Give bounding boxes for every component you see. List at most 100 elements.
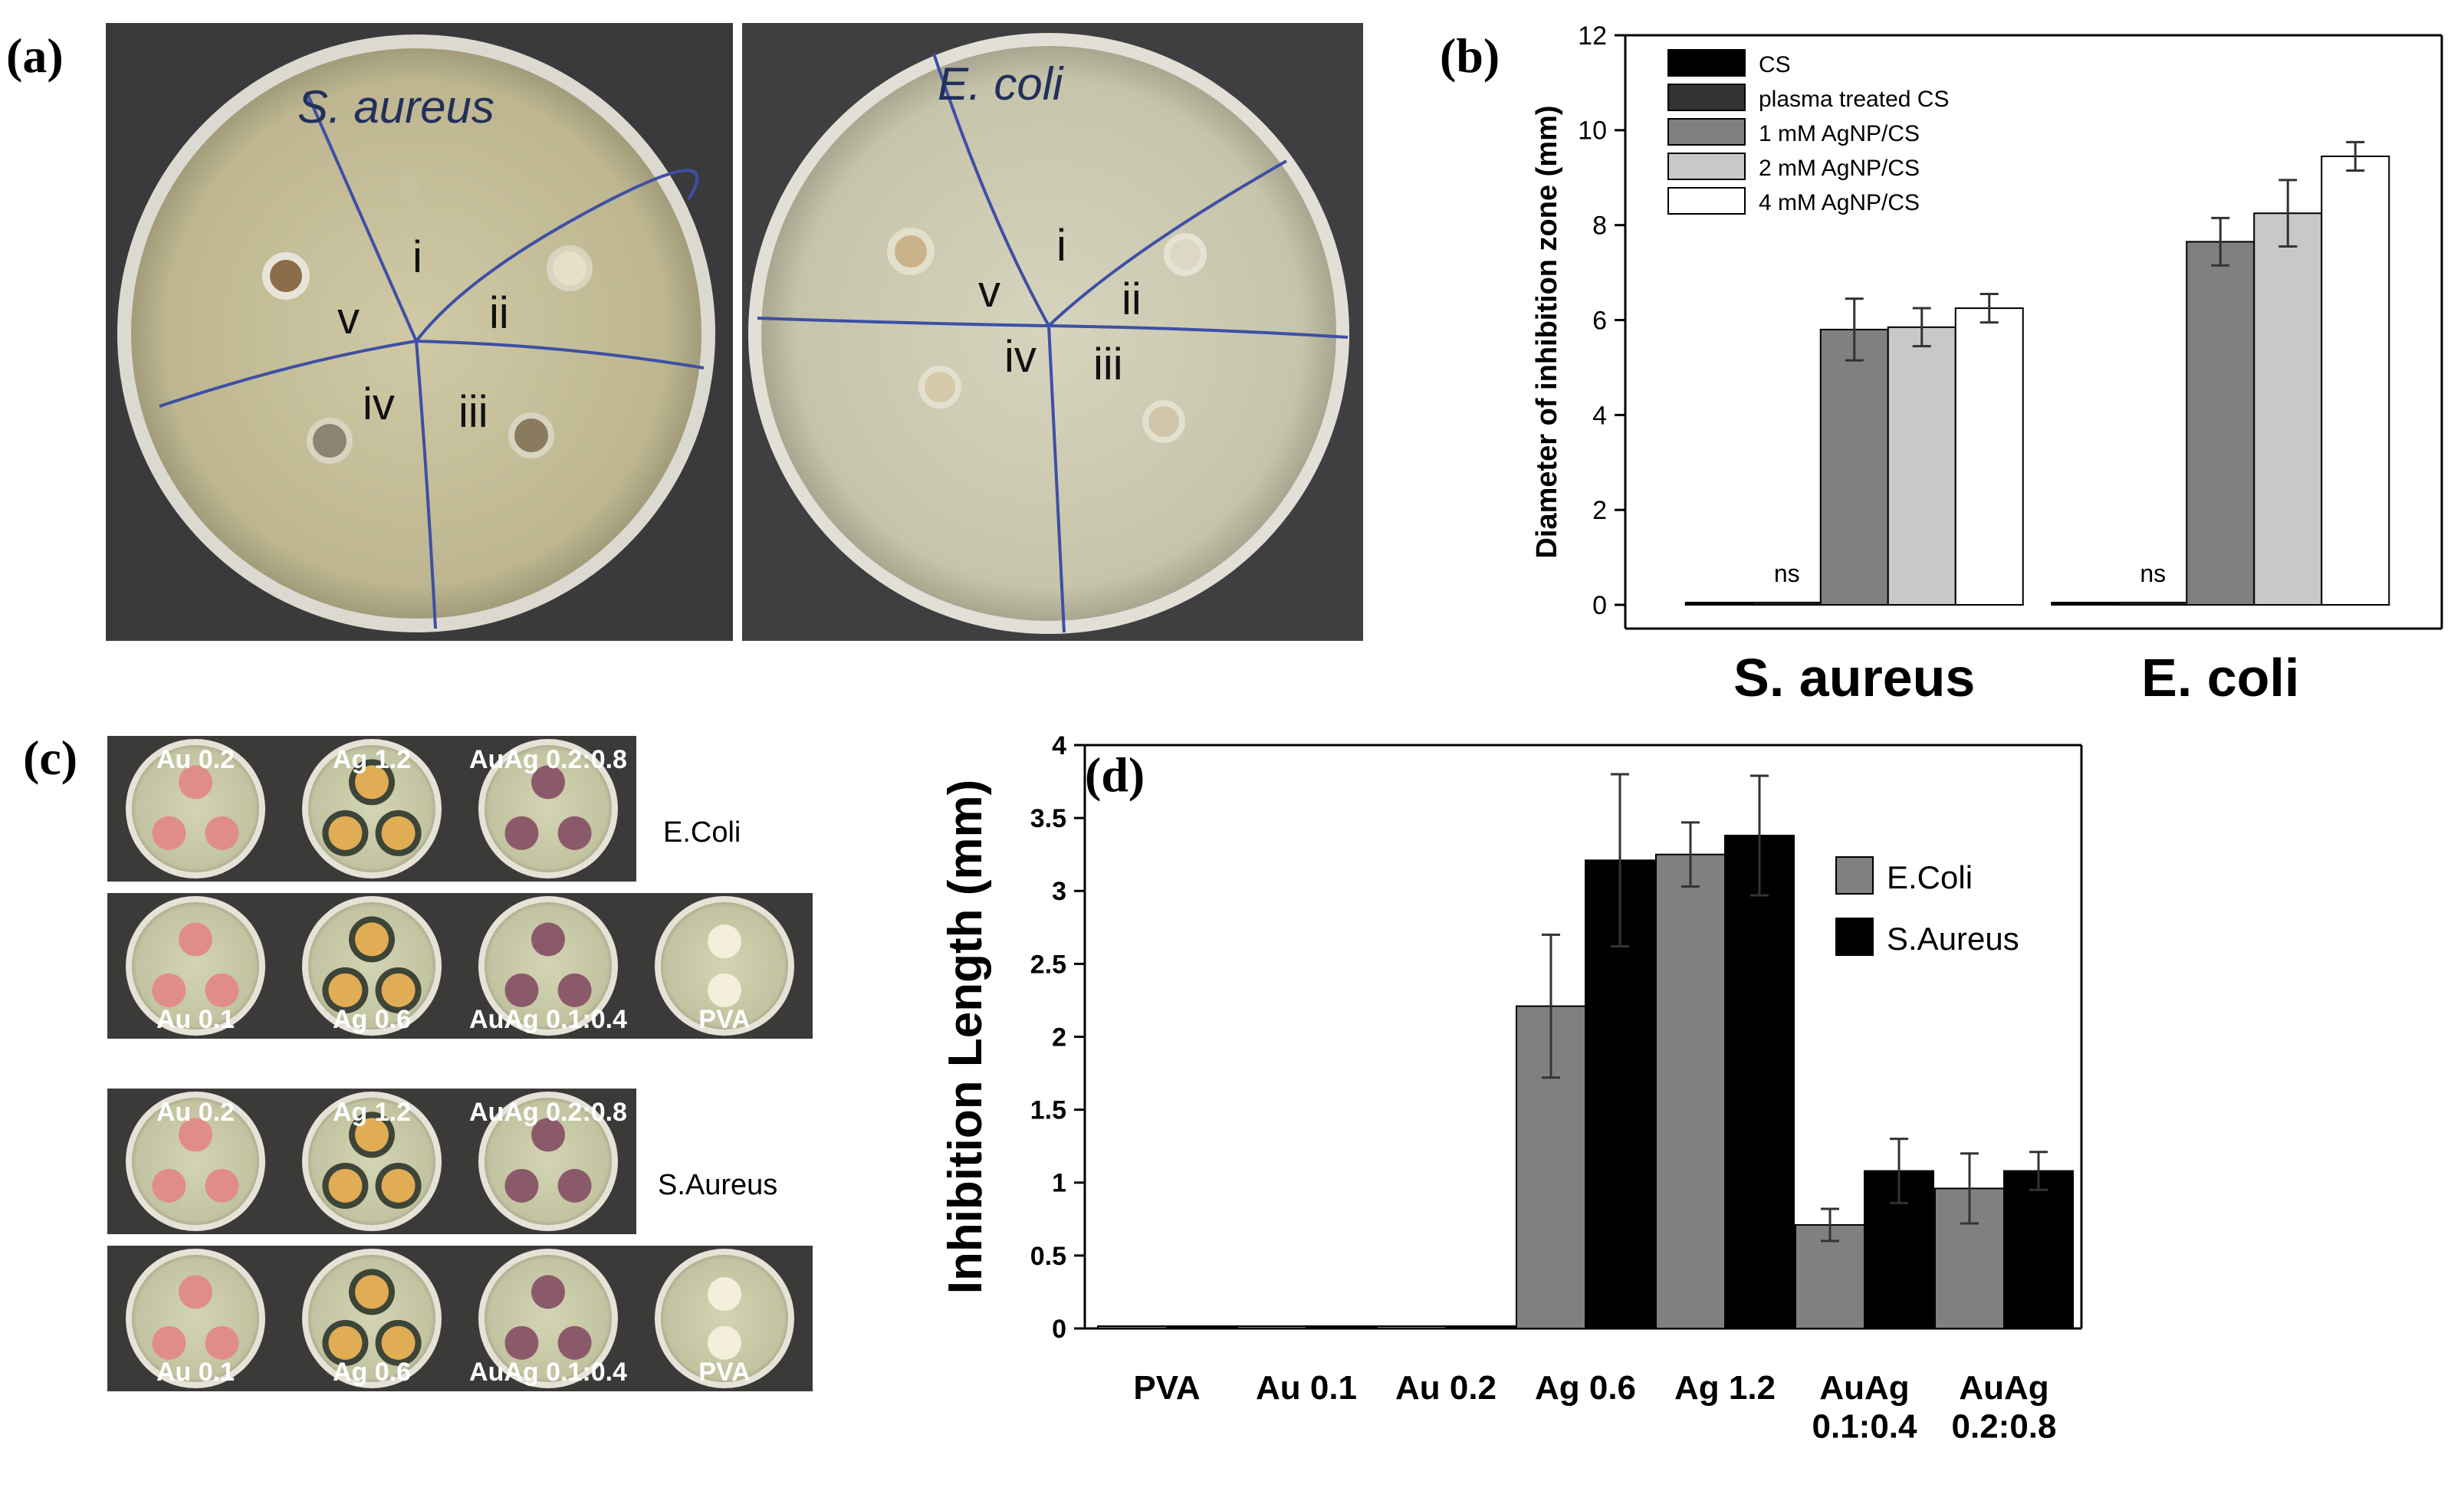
sample-disc	[179, 922, 212, 957]
bar	[1166, 1325, 1237, 1329]
y-tick-label: 1.5	[1030, 1096, 1066, 1125]
sample-disc	[504, 1168, 539, 1203]
plate-label: Ag 0.6	[333, 1358, 411, 1387]
sample-disc	[328, 1168, 363, 1203]
sample-disc	[262, 252, 310, 300]
sample-disc	[355, 765, 389, 800]
y-tick-label: 10	[1578, 117, 1607, 146]
sample-disc	[179, 1275, 212, 1309]
y-tick-label: 0.5	[1030, 1242, 1066, 1271]
bar	[1887, 326, 1956, 606]
panel-d: 0 0.5 1 1.5 2 2.5 3 3.5 4 Inhibition Length (mm) P…	[920, 721, 2147, 1499]
bar	[1445, 1325, 1516, 1329]
y-tick-label: 8	[1592, 212, 1607, 241]
panel-b: 0 2 4 6 8 10 12 Diameter of inhibition zone (mm…	[1526, 15, 2461, 708]
y-axis-label: Inhibition Length (mm)	[939, 780, 992, 1295]
y-tick-label: 3.5	[1030, 804, 1066, 833]
y-axis-label: Diameter of inhibition zone (mm)	[1531, 105, 1563, 558]
x-tick-label: PVA	[1133, 1369, 1200, 1407]
legend-label: plasma treated CS	[1759, 87, 1949, 112]
bar	[1752, 602, 1822, 606]
panel-label-c: (c)	[23, 731, 78, 785]
bar	[1724, 834, 1795, 1329]
legend-swatch	[1667, 84, 1746, 111]
sample-disc	[381, 973, 416, 1007]
divider-line	[1047, 325, 1066, 633]
legend-swatch	[1835, 856, 1874, 895]
plate-organism-label: S. aureus	[297, 81, 494, 133]
sample-disc	[504, 973, 539, 1007]
sample-disc	[708, 1325, 741, 1360]
bar	[2118, 602, 2188, 606]
sample-disc	[531, 765, 565, 800]
plate-label: AuAg 0.1:0.4	[469, 1005, 627, 1034]
sector-label: ii	[489, 288, 509, 338]
plate-label: PVA	[698, 1358, 750, 1387]
sample-disc	[504, 1325, 539, 1360]
x-tick-label: 0.1:0.4	[1812, 1408, 1918, 1446]
divider-line	[1048, 324, 1349, 339]
sample-disc	[398, 175, 419, 196]
ns-annotation: ns	[2140, 560, 2166, 587]
panel-a: S. aureus i ii iii iv v E. coli i ii iii…	[106, 23, 1363, 641]
x-tick-label: S. aureus	[1733, 648, 1975, 705]
sample-disc	[708, 973, 741, 1007]
legend-label: S.Aureus	[1887, 921, 2019, 957]
sample-disc	[355, 1118, 389, 1152]
sample-disc	[557, 1325, 592, 1360]
sample-disc	[918, 366, 961, 409]
legend-label: E.Coli	[1887, 859, 1973, 895]
sector-label: iii	[1093, 340, 1123, 389]
sample-disc	[381, 1168, 416, 1203]
legend-swatch	[1667, 118, 1746, 146]
sample-disc	[708, 924, 741, 959]
sample-disc	[887, 228, 935, 275]
sample-disc	[205, 1168, 239, 1203]
chart-b: 0 2 4 6 8 10 12 Diameter of inhibition zone (mm…	[1531, 21, 2443, 708]
bar	[2321, 155, 2390, 606]
y-tick-label: 3	[1052, 877, 1066, 906]
organism-label: E.Coli	[663, 816, 741, 849]
divider-line	[416, 340, 705, 369]
plate-label: Au 0.1	[156, 1005, 235, 1034]
sample-disc	[355, 1275, 389, 1309]
divider-line	[757, 317, 1050, 327]
sample-disc	[328, 973, 363, 1007]
x-tick-label: E. coli	[2141, 648, 2299, 705]
sample-disc	[152, 1325, 186, 1360]
sector-label: i	[412, 232, 422, 282]
y-tick-label: 4	[1052, 731, 1066, 760]
sector-label: i	[1056, 221, 1066, 271]
panel-label-d: (d)	[1085, 747, 1145, 802]
sample-disc	[205, 1325, 239, 1360]
sample-disc	[381, 816, 416, 850]
sector-label: ii	[1122, 274, 1142, 324]
bar	[2051, 602, 2121, 606]
y-tick-label: 4	[1592, 401, 1607, 430]
panel-c-photos: Au 0.2 Ag 1.2 AuAg 0.2:0.8 Au 0.1 Ag 0.6 AuAg…	[107, 736, 813, 1391]
y-tick-label: 2	[1592, 496, 1607, 525]
plate-label: Au 0.1	[156, 1358, 235, 1387]
x-tick-label: AuAg	[1959, 1369, 2048, 1407]
legend-swatch	[1835, 918, 1874, 956]
y-tick-label: 0	[1052, 1315, 1066, 1344]
y-tick-label: 12	[1578, 21, 1607, 51]
sample-disc	[205, 816, 239, 850]
sector-label: v	[337, 294, 360, 343]
plate-label: Au 0.2	[156, 1098, 235, 1127]
sample-disc	[504, 816, 539, 850]
bar	[2253, 212, 2323, 606]
sample-disc	[179, 765, 212, 800]
plate-label: Ag 1.2	[333, 745, 411, 774]
sample-disc	[328, 816, 363, 850]
divider-line	[305, 91, 418, 342]
sample-disc	[557, 973, 592, 1007]
sample-disc	[531, 922, 565, 957]
plate-label: Ag 0.6	[333, 1005, 411, 1034]
agar	[661, 1255, 788, 1382]
bar	[1954, 307, 2024, 606]
legend-swatch	[1667, 187, 1746, 215]
x-tick-label: Ag 1.2	[1674, 1369, 1776, 1407]
panel-a-photos: S. aureus i ii iii iv v E. coli i ii iii…	[106, 23, 1363, 641]
divider-line	[415, 340, 437, 629]
